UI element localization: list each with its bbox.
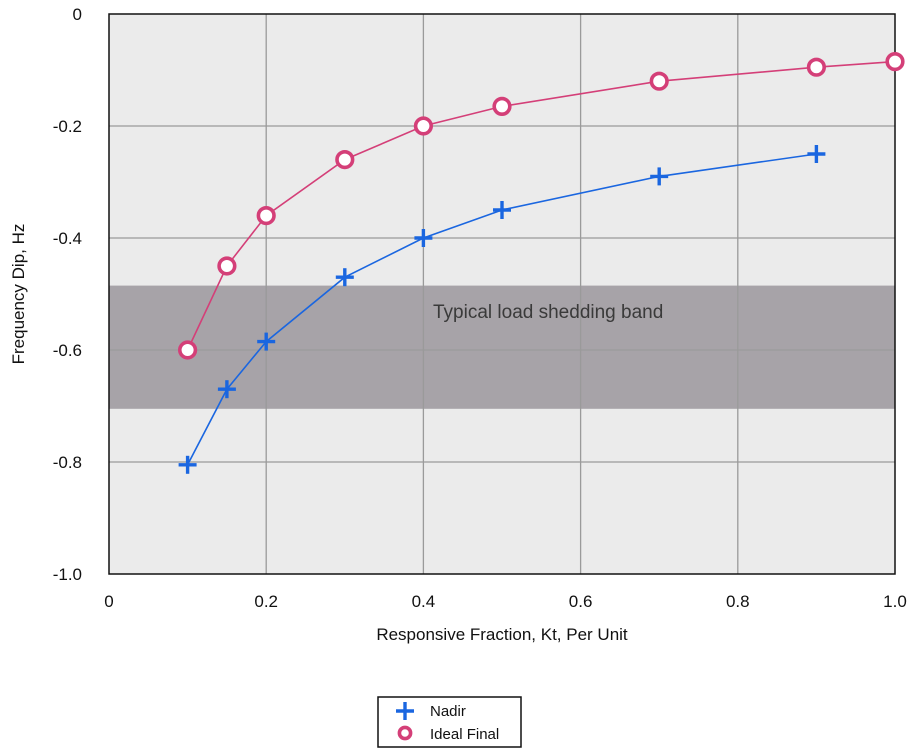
ideal-final-point <box>256 206 276 226</box>
legend-label-nadir: Nadir <box>430 703 466 720</box>
legend-plus-marker <box>396 702 414 720</box>
ideal-final-point <box>217 256 237 276</box>
x-tick-label: 0.2 <box>254 592 278 611</box>
nadir-point <box>217 380 236 399</box>
grid-lines <box>109 14 895 574</box>
legend-marker-ideal-final <box>397 725 413 741</box>
load-shedding-band-label: Typical load shedding band <box>433 302 663 323</box>
nadir-point <box>493 201 511 219</box>
ideal-final-point <box>335 150 355 170</box>
x-tick-label: 0 <box>104 592 113 611</box>
ideal-final-point <box>413 116 434 136</box>
nadir-series-line <box>186 153 817 466</box>
ideal-final-point <box>649 71 669 91</box>
data-series <box>178 51 905 474</box>
plot-frame <box>108 13 896 575</box>
x-tick-label: 1.0 <box>883 592 907 611</box>
y-tick-label: 0 <box>73 5 82 24</box>
load-shedding-band <box>109 285 895 409</box>
ideal-final-point <box>885 51 905 72</box>
nadir-point <box>178 455 197 474</box>
y-tick-label: -1.0 <box>53 565 82 584</box>
legend-marker-nadir <box>396 702 414 720</box>
y-tick-label: -0.4 <box>53 229 82 248</box>
legend-label-ideal-final: Ideal Final <box>430 726 499 743</box>
nadir-point <box>650 167 669 186</box>
nadir-point <box>335 268 354 287</box>
legend: Nadir Ideal Final <box>377 696 522 748</box>
nadir-point <box>414 229 433 247</box>
nadir-point <box>257 332 276 351</box>
legend-circle-marker <box>397 725 413 741</box>
x-tick-label: 0.6 <box>569 592 593 611</box>
y-tick-label: -0.8 <box>53 453 82 472</box>
y-axis-ticks: 0 -0.2 -0.4 -0.6 -0.8 -1.0 <box>53 5 82 584</box>
x-axis-title: Responsive Fraction, Kt, Per Unit <box>376 625 628 644</box>
x-tick-label: 0.4 <box>412 592 436 611</box>
ideal-final-point <box>178 340 198 360</box>
ideal-final-point <box>806 57 827 77</box>
y-tick-label: -0.6 <box>53 341 82 360</box>
x-axis-ticks: 0 0.2 0.4 0.6 0.8 1.0 <box>104 592 907 611</box>
x-tick-label: 0.8 <box>726 592 750 611</box>
ideal-final-point <box>492 96 512 116</box>
y-tick-label: -0.2 <box>53 117 82 136</box>
nadir-point <box>807 145 826 163</box>
y-axis-title: Frequency Dip, Hz <box>9 224 28 365</box>
